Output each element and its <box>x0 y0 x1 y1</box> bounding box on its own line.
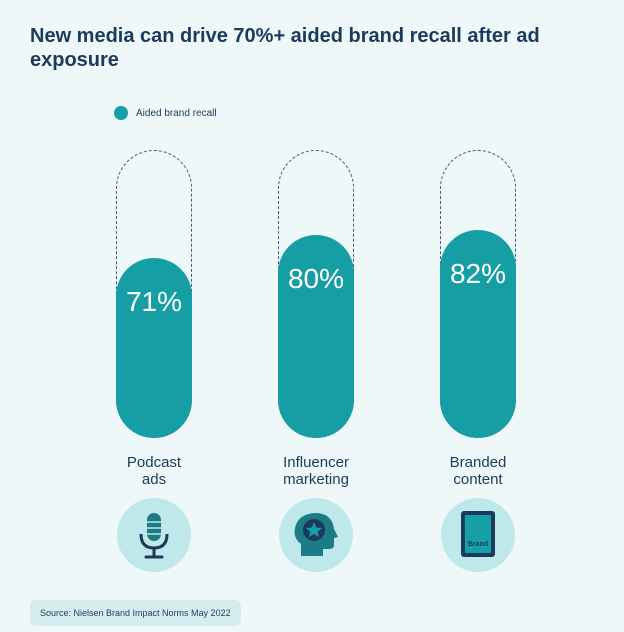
bar-track: 71% <box>116 150 192 438</box>
tablet-brand-text: Brand <box>468 541 488 548</box>
legend-swatch <box>114 106 128 120</box>
category-label-influencer: Influencer marketing <box>248 454 384 488</box>
bar-influencer <box>278 235 354 438</box>
bar-track: 82% <box>440 150 516 438</box>
legend: Aided brand recall <box>114 106 217 120</box>
value-label-podcast: 71% <box>125 286 183 317</box>
bar-podcast <box>116 258 192 438</box>
head-star-icon <box>279 498 353 572</box>
category-line: Influencer <box>283 454 349 471</box>
category-line: Podcast <box>126 454 182 471</box>
value-label-influencer: 80% <box>287 263 345 294</box>
category-line: content <box>453 471 503 488</box>
tablet-brand-icon: Brand <box>441 498 515 572</box>
bar-track: 80% <box>278 150 354 438</box>
category-label-podcast: Podcast ads <box>86 454 222 488</box>
microphone-icon <box>117 498 191 572</box>
category-line: marketing <box>283 471 349 488</box>
category-line: Branded <box>449 454 507 471</box>
value-label-branded: 82% <box>449 258 507 289</box>
bar-branded <box>440 230 516 438</box>
category-line: ads <box>141 471 167 488</box>
legend-label: Aided brand recall <box>136 107 217 119</box>
source-note: Source: Nielsen Brand Impact Norms May 2… <box>30 600 241 626</box>
chart-title: New media can drive 70%+ aided brand rec… <box>30 25 540 71</box>
category-label-branded: Branded content <box>410 454 546 488</box>
